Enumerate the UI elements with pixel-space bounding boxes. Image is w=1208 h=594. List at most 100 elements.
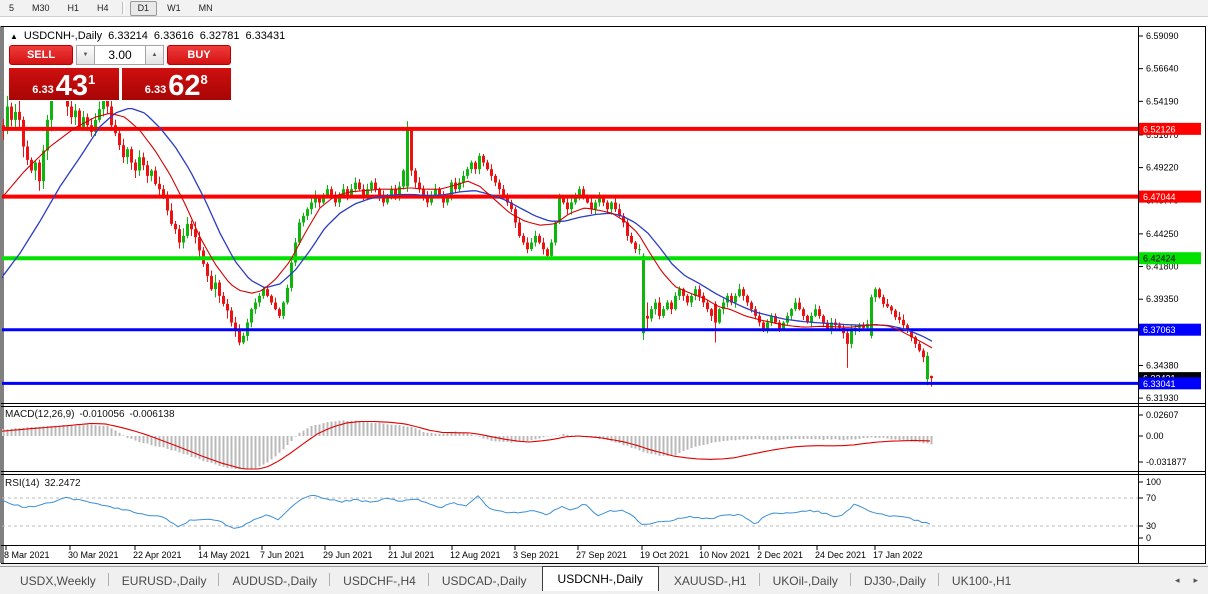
svg-text:27 Sep 2021: 27 Sep 2021 bbox=[576, 550, 627, 560]
collapse-quote-icon[interactable]: ▲ bbox=[10, 32, 18, 41]
svg-text:29 Jun 2021: 29 Jun 2021 bbox=[323, 550, 373, 560]
rsi-pane: 100 70 30 0 bbox=[1, 477, 1161, 543]
timeframe-button-w1[interactable]: W1 bbox=[167, 2, 181, 13]
svg-text:22 Apr 2021: 22 Apr 2021 bbox=[133, 550, 182, 560]
tab-separator bbox=[758, 573, 761, 586]
sell-price-big: 43 bbox=[55, 70, 88, 102]
quote-close: 6.33431 bbox=[245, 30, 286, 42]
svg-text:0.00: 0.00 bbox=[1146, 431, 1164, 441]
buy-price-big: 62 bbox=[168, 70, 201, 102]
price-axis: 6.590906.566406.541906.516706.492206.467… bbox=[1138, 31, 1179, 403]
symbol-period-label: USDCNH-,Daily bbox=[23, 30, 103, 42]
sell-price-sup: 1 bbox=[87, 72, 96, 87]
tab-dj30-daily[interactable]: DJ30-,Daily bbox=[863, 574, 926, 588]
level-badge: 6.52126 bbox=[1139, 122, 1201, 135]
timeframe-button-h4[interactable]: H4 bbox=[97, 2, 109, 13]
level-badge: 6.37063 bbox=[1139, 323, 1201, 336]
svg-text:-0.031877: -0.031877 bbox=[1146, 457, 1187, 467]
macd-signal-value: -0.006138 bbox=[129, 409, 175, 420]
tab-separator bbox=[329, 573, 331, 586]
svg-text:21 Jul 2021: 21 Jul 2021 bbox=[388, 550, 435, 560]
volume-spinner: ▼ 3.00 ▲ bbox=[76, 45, 164, 65]
sell-button[interactable]: SELL bbox=[9, 45, 73, 65]
svg-text:100: 100 bbox=[1146, 477, 1161, 487]
svg-text:6.37063: 6.37063 bbox=[1143, 325, 1176, 335]
tab-xauusd-h1[interactable]: XAUUSD-,H1 bbox=[673, 574, 747, 588]
tab-eurusd-daily[interactable]: EURUSD-,Daily bbox=[121, 574, 207, 588]
level-badge: 6.33041 bbox=[1139, 377, 1201, 390]
tab-audusd-daily[interactable]: AUDUSD-,Daily bbox=[232, 574, 318, 588]
svg-text:19 Oct 2021: 19 Oct 2021 bbox=[640, 550, 689, 560]
tab-ukoil-daily[interactable]: UKOil-,Daily bbox=[772, 574, 838, 588]
macd-pane: 0.02607 0.00 -0.031877 bbox=[1, 410, 1187, 470]
buy-button[interactable]: BUY bbox=[167, 45, 231, 65]
horizontal-level-lines[interactable] bbox=[2, 126, 1138, 385]
svg-text:6.59090: 6.59090 bbox=[1146, 31, 1179, 41]
svg-text:30: 30 bbox=[1146, 521, 1156, 531]
quote-high: 6.33616 bbox=[153, 30, 194, 42]
rsi-label: RSI(14) 32.2472 bbox=[5, 478, 86, 489]
svg-text:6.34380: 6.34380 bbox=[1146, 360, 1179, 370]
svg-text:6.56640: 6.56640 bbox=[1146, 64, 1179, 74]
svg-text:6.41800: 6.41800 bbox=[1146, 262, 1179, 272]
svg-text:7 Jun 2021: 7 Jun 2021 bbox=[260, 550, 305, 560]
tab-scroll-controls: ◂ ▸ bbox=[1175, 575, 1198, 586]
svg-text:2 Dec 2021: 2 Dec 2021 bbox=[757, 550, 803, 560]
tab-uk100-h1[interactable]: UK100-,H1 bbox=[951, 574, 1012, 588]
svg-text:14 May 2021: 14 May 2021 bbox=[198, 550, 250, 560]
macd-signal-line bbox=[1, 420, 931, 470]
timeframe-toolbar: 5 M30 H1 H4 D1 W1 MN bbox=[0, 0, 1208, 17]
buy-price-display[interactable]: 6.33 62 8 bbox=[121, 68, 231, 102]
tab-usdcnh-daily[interactable]: USDCNH-,Daily bbox=[541, 566, 659, 591]
tab-separator bbox=[218, 573, 220, 586]
timeframe-button-d1[interactable]: D1 bbox=[129, 0, 158, 16]
level-badge: 6.47044 bbox=[1139, 190, 1201, 203]
rsi-line bbox=[1, 494, 931, 529]
level-badge: 6.42424 bbox=[1139, 252, 1201, 265]
timeframe-button-h1[interactable]: H1 bbox=[67, 2, 80, 13]
svg-text:8 Mar 2021: 8 Mar 2021 bbox=[4, 550, 50, 560]
svg-text:0.02607: 0.02607 bbox=[1146, 410, 1179, 420]
timeframe-button-5[interactable]: 5 bbox=[9, 2, 15, 13]
tab-usdx-weekly[interactable]: USDX,Weekly bbox=[20, 574, 96, 588]
rsi-value: 32.2472 bbox=[44, 478, 81, 489]
pane-frames bbox=[0, 26, 1206, 564]
svg-text:0: 0 bbox=[1146, 533, 1151, 543]
svg-text:6.42424: 6.42424 bbox=[1143, 254, 1176, 264]
macd-label: MACD(12,26,9) -0.010056 -0.006138 bbox=[5, 409, 180, 420]
chart-title: ▲ USDCNH-,Daily 6.33214 6.33616 6.32781 6.334… bbox=[10, 30, 291, 42]
chart-background bbox=[0, 17, 1208, 564]
timeframe-button-mn[interactable]: MN bbox=[198, 2, 213, 13]
svg-text:30 Mar 2021: 30 Mar 2021 bbox=[68, 550, 119, 560]
svg-text:6.44250: 6.44250 bbox=[1146, 229, 1179, 239]
sell-price-prefix: 6.33 bbox=[32, 84, 54, 96]
tab-usdcad-daily[interactable]: USDCAD-,Daily bbox=[441, 574, 527, 588]
svg-text:6.51670: 6.51670 bbox=[1146, 130, 1179, 140]
svg-text:3 Sep 2021: 3 Sep 2021 bbox=[513, 550, 559, 560]
svg-text:6.47044: 6.47044 bbox=[1143, 192, 1176, 202]
toolbar-divider bbox=[121, 2, 125, 14]
volume-input[interactable]: 3.00 bbox=[95, 45, 145, 65]
sell-price-display[interactable]: 6.33 43 1 bbox=[9, 68, 119, 102]
tab-separator bbox=[849, 573, 852, 586]
macd-name: MACD(12,26,9) bbox=[5, 409, 75, 420]
symbol-tabs: USDX,Weekly EURUSD-,Daily AUDUSD-,Daily USD… bbox=[8, 566, 1023, 591]
rsi-name: RSI(14) bbox=[5, 478, 40, 489]
volume-decrease-button[interactable]: ▼ bbox=[76, 45, 95, 65]
svg-text:10 Nov 2021: 10 Nov 2021 bbox=[699, 550, 750, 560]
svg-text:70: 70 bbox=[1146, 493, 1156, 503]
tab-separator bbox=[427, 573, 430, 586]
volume-increase-button[interactable]: ▲ bbox=[145, 45, 164, 65]
svg-text:6.49220: 6.49220 bbox=[1146, 163, 1179, 173]
svg-text:6.33041: 6.33041 bbox=[1143, 379, 1176, 389]
svg-text:17 Jan 2022: 17 Jan 2022 bbox=[873, 550, 923, 560]
tab-separator bbox=[937, 573, 940, 586]
timeframe-button-m30[interactable]: M30 bbox=[32, 2, 50, 13]
tab-usdchf-h4[interactable]: USDCHF-,H4 bbox=[343, 574, 416, 588]
buy-price-sup: 8 bbox=[200, 72, 208, 87]
svg-text:6.54190: 6.54190 bbox=[1146, 96, 1179, 106]
tab-scroll-right-button[interactable]: ▸ bbox=[1193, 575, 1198, 585]
tab-scroll-left-button[interactable]: ◂ bbox=[1174, 575, 1180, 585]
